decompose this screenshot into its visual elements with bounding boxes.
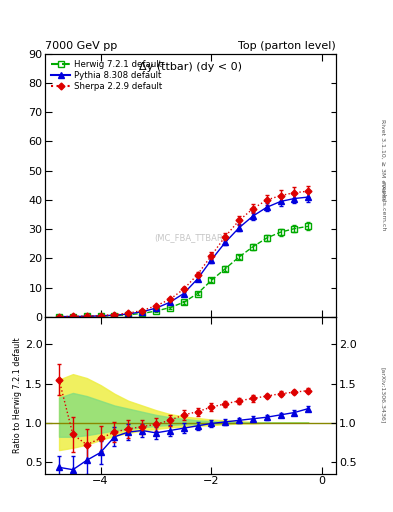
Text: Top (parton level): Top (parton level) [238,41,336,51]
Legend: Herwig 7.2.1 default, Pythia 8.308 default, Sherpa 2.2.9 default: Herwig 7.2.1 default, Pythia 8.308 defau… [50,58,163,93]
Text: (MC_FBA_TTBAR): (MC_FBA_TTBAR) [154,233,227,243]
Text: mcplots.cern.ch: mcplots.cern.ch [381,181,386,231]
Text: 7000 GeV pp: 7000 GeV pp [45,41,118,51]
Y-axis label: Ratio to Herwig 7.2.1 default: Ratio to Herwig 7.2.1 default [13,337,22,453]
Text: Rivet 3.1.10, ≥ 3M events: Rivet 3.1.10, ≥ 3M events [381,119,386,201]
Text: Δy (t̄tbar) (dy < 0): Δy (t̄tbar) (dy < 0) [139,61,242,72]
Text: [arXiv:1306.3436]: [arXiv:1306.3436] [381,367,386,423]
